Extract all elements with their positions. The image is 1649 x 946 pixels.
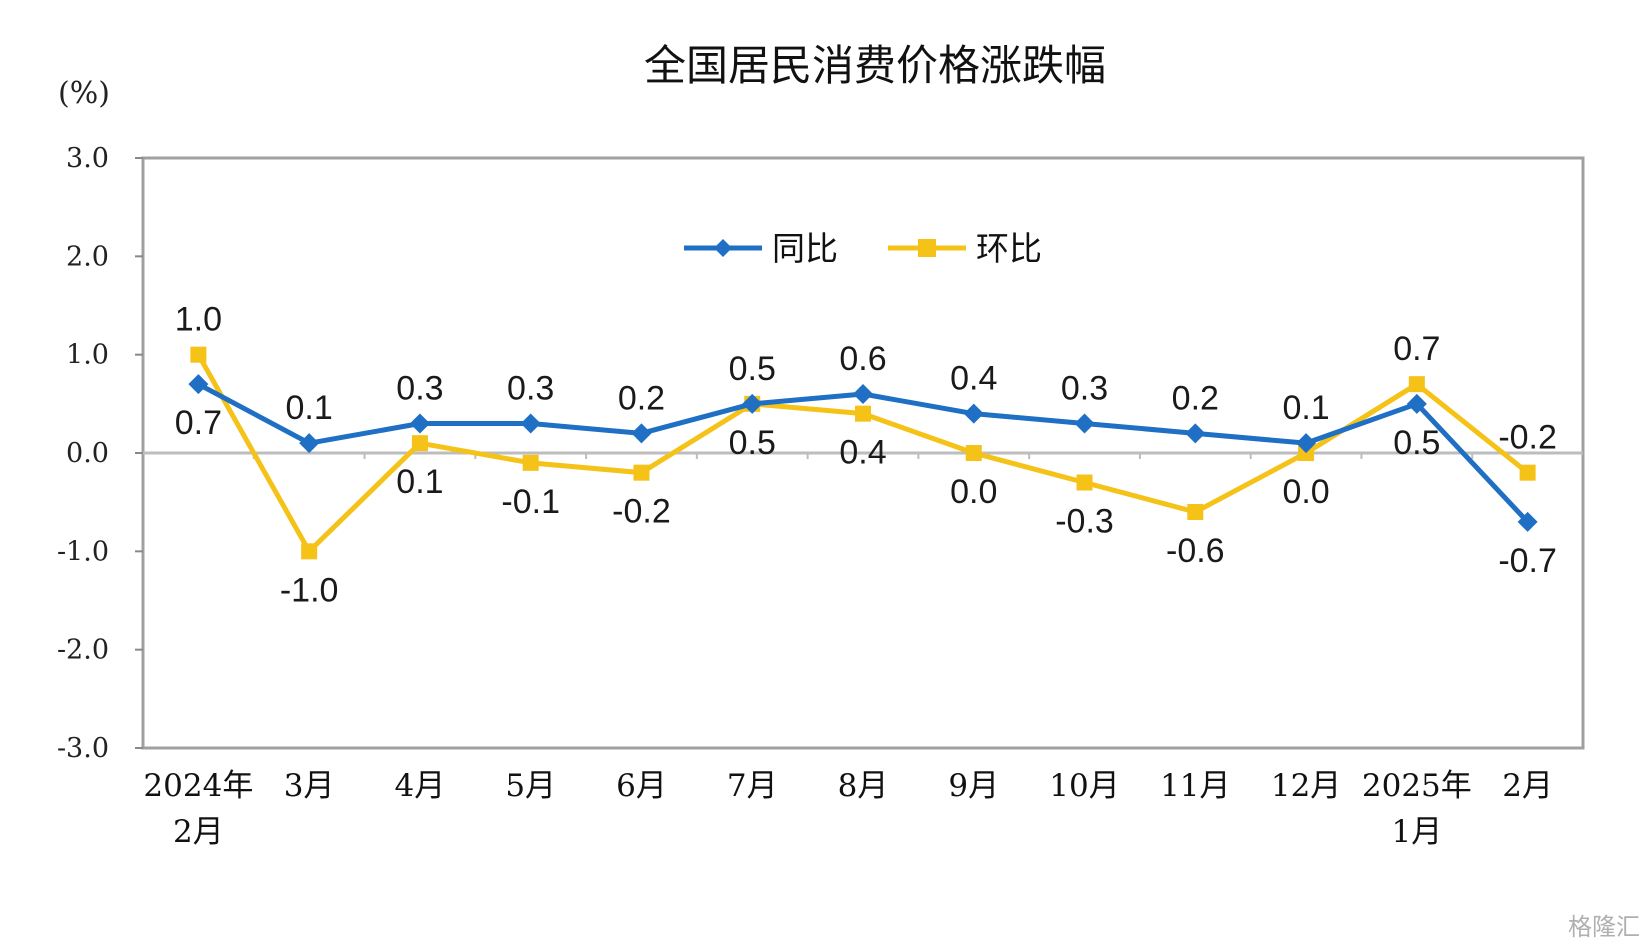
data-label-yoy: 0.5 [1393,424,1440,462]
data-label-mom: -1.0 [280,571,339,609]
data-point-yoy [520,413,541,434]
data-point-mom [1519,464,1536,481]
legend: 同比 环比 [684,229,1042,268]
data-label-yoy: 0.4 [950,360,997,398]
data-label-mom: -0.2 [612,493,671,531]
x-tick-label: 11月 [1160,768,1230,804]
data-label-yoy: 0.7 [175,404,222,442]
data-point-mom [1076,474,1093,491]
x-tick-label: 9月 [948,768,999,804]
data-label-yoy: 0.2 [618,379,665,417]
data-label-yoy: 0.1 [286,389,333,427]
y-tick-label: 1.0 [66,340,109,371]
data-point-mom [301,543,318,560]
x-tick-label: 10月 [1049,768,1119,804]
data-label-mom: -0.1 [501,483,560,521]
data-label-yoy: 0.3 [1061,370,1108,408]
data-label-yoy: 0.5 [729,424,776,462]
data-point-mom [633,464,650,481]
y-axis: 3.0 2.0 1.0 0.0 -1.0 -2.0 -3.0 [57,143,1583,764]
data-point-yoy [853,384,873,404]
x-tick-label: 7月 [727,768,778,804]
x-tick-label: 12月 [1271,768,1341,804]
data-point-yoy [1406,393,1427,414]
data-label-mom: -0.6 [1166,532,1225,570]
data-point-yoy [1074,413,1095,434]
x-axis: 2024年 2月 3月 4月 5月 6月 7月 8月 9月 10月 11月 12月 2025年 1月 2月 [143,453,1553,850]
y-tick-label: 0.0 [66,438,109,469]
data-point-mom [1408,376,1425,393]
data-point-mom [522,454,539,471]
data-label-mom: 1.0 [175,301,222,339]
legend-marker-yoy [714,239,732,257]
y-tick-label: 2.0 [66,241,109,272]
data-label-mom: 0.0 [1282,473,1329,511]
data-point-mom [411,435,428,452]
data-label-yoy: 0.2 [1172,379,1219,417]
data-label-mom: 0.1 [396,463,443,501]
data-label-yoy: 0.3 [507,370,554,408]
y-tick-label: -2.0 [57,635,109,666]
series-layer [188,346,1538,560]
data-label-yoy: -0.7 [1498,542,1557,580]
y-tick-label: -3.0 [57,733,109,764]
data-point-mom [855,405,871,422]
data-point-yoy [1296,433,1317,454]
legend-item-yoy: 同比 [684,229,838,268]
data-point-mom [965,445,982,461]
data-label-mom: -0.2 [1498,419,1557,457]
data-label-yoy: 0.3 [396,370,443,408]
data-point-yoy [631,423,652,444]
data-label-mom: 0.0 [950,473,997,511]
x-tick-label: 8月 [838,768,889,804]
legend-label-mom: 环比 [976,229,1042,268]
data-label-mom: -0.3 [1055,503,1114,541]
data-point-yoy [963,403,984,424]
legend-item-mom: 环比 [888,229,1042,268]
data-labels: 0.7 1.0 0.1 -1.0 0.3 0.1 0.3 -0.1 0.2 -0.2 0.5 0.5 0… [175,301,1557,610]
x-tick-label: 5月 [505,768,556,804]
data-point-yoy [742,393,763,414]
data-label-yoy: 0.1 [1282,389,1329,427]
data-label-mom: 0.7 [1393,330,1440,368]
data-point-yoy [409,413,430,434]
data-point-yoy [1185,423,1206,444]
y-tick-label: 3.0 [66,143,109,174]
data-label-yoy: 0.6 [839,340,886,378]
x-tick-label: 2024年 2月 [143,768,253,850]
data-point-yoy [299,433,320,454]
data-point-mom [190,346,207,363]
x-tick-label: 3月 [284,768,335,804]
x-tick-label: 6月 [616,768,667,804]
data-point-yoy [1517,511,1538,532]
data-label-mom: 0.5 [729,350,776,388]
watermark: 格隆汇 [1568,913,1640,941]
chart-title: 全国居民消费价格涨跌幅 [644,41,1106,90]
legend-marker-mom [918,239,936,257]
data-point-yoy [188,374,209,395]
x-tick-label: 4月 [395,768,446,804]
x-tick-label: 2月 [1502,768,1553,804]
data-point-mom [1187,504,1204,520]
legend-label-yoy: 同比 [772,229,838,268]
y-tick-label: -1.0 [57,536,109,567]
x-tick-label: 2025年 1月 [1362,768,1472,850]
y-axis-unit: (%) [58,76,110,111]
data-label-mom: 0.4 [839,434,886,472]
